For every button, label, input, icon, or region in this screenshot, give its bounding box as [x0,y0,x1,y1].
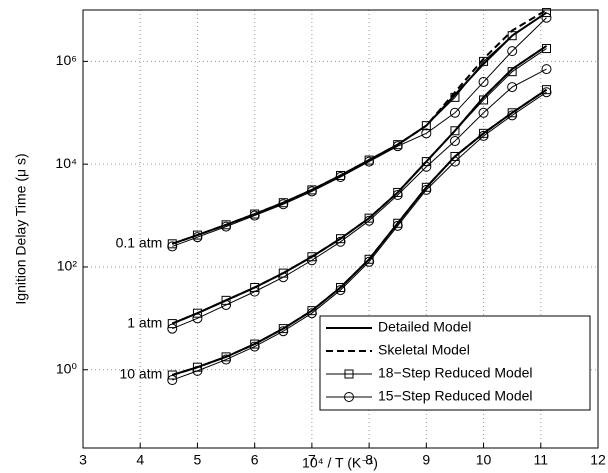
marker [450,126,460,136]
marker [335,172,346,183]
y-axis-label: Ignition Delay Time (μ s) [13,153,29,304]
marker [507,110,518,121]
legend-box [319,315,591,411]
marker [507,67,517,77]
marker [478,107,489,118]
y-tick-label: 10² [57,258,78,274]
pressure-label: 10 atm [119,366,162,382]
series-line [172,48,547,325]
marker [192,308,202,318]
marker [479,56,489,66]
marker [335,285,346,296]
pressure-label: 1 atm [127,314,162,330]
y-tick-label: 10⁰ [56,360,78,376]
marker [306,308,317,319]
x-tick-label: 7 [308,452,316,468]
marker [167,323,178,334]
marker [507,31,517,41]
x-tick-label: 6 [251,452,259,468]
legend-label: Detailed Model [378,319,471,335]
marker [278,199,289,210]
marker [364,215,375,226]
marker [278,272,289,283]
series-line [172,91,547,381]
marker [479,95,489,105]
x-axis-label: 10⁴ / T (K⁻¹) [302,455,378,471]
marker [392,190,403,201]
marker [541,12,552,23]
marker [344,392,354,402]
x-tick-label: 8 [365,452,373,468]
y-tick-label: 10⁴ [55,155,77,171]
marker [192,232,203,243]
x-tick-label: 3 [79,452,87,468]
legend-label: 15−Step Reduced Model [378,388,533,404]
marker [167,375,178,386]
marker [392,220,403,231]
y-tick-label: 10⁶ [56,52,77,68]
marker [392,141,403,152]
marker [221,354,232,365]
marker [364,156,375,167]
marker [249,341,260,352]
x-tick-label: 4 [136,452,144,468]
x-tick-label: 12 [590,452,606,468]
marker [221,295,231,305]
marker [306,255,317,266]
marker [541,64,552,75]
marker [421,161,432,172]
marker [542,8,551,18]
marker [344,369,354,379]
marker [478,76,489,87]
marker [507,82,518,93]
marker [221,221,232,232]
x-tick-label: 9 [422,452,430,468]
x-tick-label: 10 [476,452,492,468]
marker [478,130,489,141]
marker [167,370,177,380]
series-line [172,17,547,247]
marker [421,128,432,139]
marker [421,184,432,195]
marker [249,286,260,297]
marker [249,210,260,221]
marker [335,236,346,247]
marker [364,256,375,267]
marker [449,136,460,147]
marker [449,107,460,118]
marker [278,326,289,337]
marker [449,156,460,167]
pressure-label: 0.1 atm [116,235,163,251]
marker [507,46,518,57]
marker [450,92,460,102]
marker [192,313,203,324]
marker [421,157,431,167]
legend: Detailed Model Skeletal Model 18−Step Redu… [319,315,591,411]
marker [167,241,178,252]
x-tick-label: 5 [194,452,202,468]
series-line [172,12,547,245]
series-line [172,68,547,330]
marker [306,186,317,197]
marker [421,121,431,131]
marker [541,87,552,98]
marker [192,365,203,376]
plot-frame [82,9,599,449]
lines [167,8,552,386]
marker [450,151,460,161]
marker [542,44,551,54]
marker [221,299,232,310]
legend-label: Skeletal Model [378,342,470,358]
legend-label: 18−Step Reduced Model [378,365,533,381]
x-tick-label: 11 [534,452,549,468]
marker [167,319,177,329]
